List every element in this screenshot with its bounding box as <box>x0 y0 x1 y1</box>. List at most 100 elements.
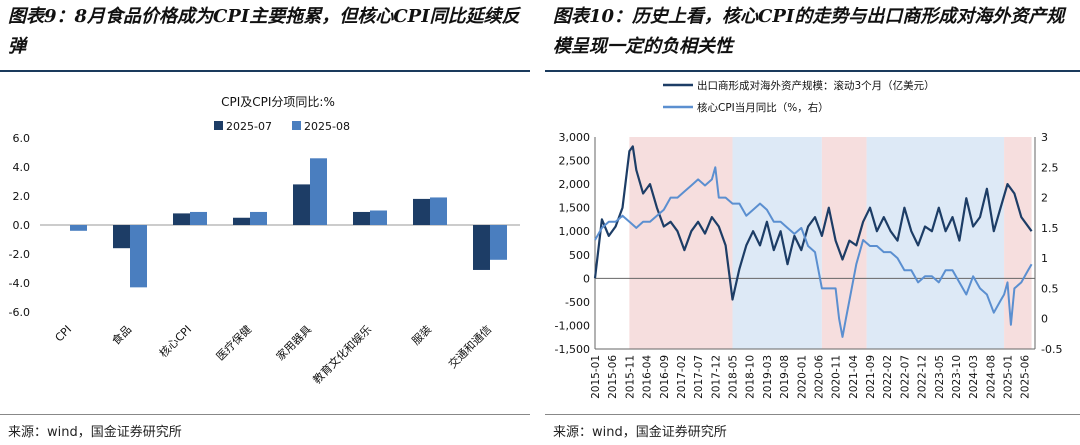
shaded-period <box>1004 137 1032 349</box>
shaded-period <box>866 137 1005 349</box>
line-right-tick-label: -0.5 <box>1041 343 1062 356</box>
bar-category-label: 交通和通信 <box>445 322 494 371</box>
line-x-tick-label: 2019-08 <box>779 355 791 399</box>
bar-category-label: 服装 <box>409 323 434 348</box>
bar-category-label: CPI <box>53 323 75 345</box>
line-x-tick-label: 2021-09 <box>865 355 877 399</box>
left-figure-panel: 图表9：8月食品价格成为CPI主要拖累，但核心CPI同比延续反弹 CPI及CPI… <box>0 0 530 445</box>
line-left-tick-label: 1,000 <box>559 225 591 238</box>
bar-marks <box>70 158 507 288</box>
line-x-tick-label: 2022-12 <box>917 355 929 399</box>
bar <box>473 225 490 270</box>
bar <box>353 211 370 225</box>
line-x-tick-label: 2016-09 <box>659 355 671 399</box>
line-left-tick-label: 3,000 <box>559 131 591 144</box>
line-x-tick-label: 2015-01 <box>590 355 602 399</box>
bar-category-label: 医疗保健 <box>213 322 254 363</box>
line-x-tick-label: 2017-02 <box>676 355 688 399</box>
line-right-tick-label: 2.5 <box>1041 161 1059 174</box>
line-right-tick-label: 0.5 <box>1041 282 1059 295</box>
bar-y-tick-label: 4.0 <box>13 161 31 174</box>
line-x-tick-label: 2021-04 <box>848 355 860 399</box>
line-x-tick-label: 2019-03 <box>762 355 774 399</box>
line-legend-label: 出口商形成对海外资产规模：滚动3个月（亿美元） <box>697 79 935 92</box>
right-bottom-rule <box>545 414 1080 415</box>
line-x-tick-label: 2015-06 <box>607 355 619 399</box>
left-title-rule <box>0 70 530 72</box>
line-right-tick-label: 1.5 <box>1041 222 1059 235</box>
bar-legend-swatch <box>214 121 223 130</box>
bar-y-tick-label: -4.0 <box>9 277 30 290</box>
line-x-tick-label: 2023-05 <box>934 355 946 399</box>
line-x-tick-label: 2018-10 <box>745 355 757 399</box>
right-source-note: 来源：wind，国金证券研究所 <box>553 425 727 440</box>
line-x-tick-label: 2022-02 <box>882 355 894 399</box>
right-figure-title: 图表10：历史上看，核心CPI的走势与出口商形成对海外资产规模呈现一定的负相关性 <box>553 6 1065 57</box>
line-x-tick-label: 2020-11 <box>831 355 843 399</box>
bar <box>430 197 447 225</box>
bar-category-label: 食品 <box>109 322 134 347</box>
bar-legend-label: 2025-07 <box>226 120 272 133</box>
line-x-tick-label: 2015-11 <box>624 355 636 399</box>
line-x-tick-label: 2020-06 <box>813 355 825 399</box>
line-left-tick-label: 2,000 <box>559 178 591 191</box>
line-legend: 出口商形成对海外资产规模：滚动3个月（亿美元） 核心CPI当月同比（%，右） <box>663 79 935 114</box>
line-legend-label: 核心CPI当月同比（%，右） <box>697 101 829 114</box>
bar <box>370 210 387 225</box>
line-x-tick-label: 2016-04 <box>642 355 654 399</box>
line-left-tick-label: -500 <box>565 296 590 309</box>
shaded-period <box>821 137 867 349</box>
line-right-tick-label: 0 <box>1041 313 1048 326</box>
line-series-path <box>593 145 1033 301</box>
left-figure-title: 图表9：8月食品价格成为CPI主要拖累，但核心CPI同比延续反弹 <box>8 6 520 57</box>
line-x-tick-label: 2023-10 <box>951 355 963 399</box>
bar-y-tick-label: 2.0 <box>13 190 31 203</box>
bar-y-tick-label: 0.0 <box>13 219 31 232</box>
line-x-tick-label: 2025-06 <box>1020 355 1032 399</box>
line-right-tick-label: 3 <box>1041 131 1048 144</box>
bar <box>233 217 250 225</box>
line-left-tick-label: 1,500 <box>559 202 591 215</box>
bar <box>490 225 507 260</box>
line-x-tick-label: 2024-03 <box>968 355 980 399</box>
line-left-tick-label: 2,500 <box>559 155 591 168</box>
bar <box>173 213 190 225</box>
line-left-tick-label: -1,000 <box>555 319 590 332</box>
line-left-tick-label: 0 <box>583 272 590 285</box>
bar-category-label: 家用器具 <box>273 322 314 363</box>
line-right-tick-label: 2 <box>1041 192 1048 205</box>
line-x-axis-labels: 2015-01 2015-06 2015-11 2016-04 2016-09 2017-… <box>590 355 1032 399</box>
bar <box>293 184 310 225</box>
bar-category-label: 教育文化和娱乐 <box>310 322 374 386</box>
line-x-tick-label: 2017-12 <box>710 355 722 399</box>
bar-category-label: 核心CPI <box>156 322 194 360</box>
right-figure-panel: 图表10：历史上看，核心CPI的走势与出口商形成对海外资产规模呈现一定的负相关性… <box>545 0 1080 445</box>
bar <box>190 211 207 225</box>
line-chart: 3,000 2,500 2,000 1,500 1,000 500 0 -500 -1,000 -… <box>555 79 1063 399</box>
line-x-tick-label: 2018-05 <box>728 355 740 399</box>
line-x-tick-label: 2025-01 <box>1003 355 1015 399</box>
line-left-tick-label: -1,500 <box>555 343 590 356</box>
bar-legend-swatch <box>292 121 301 130</box>
shaded-periods <box>629 137 1032 349</box>
bar-y-tick-label: -2.0 <box>9 248 30 261</box>
line-series <box>593 145 1033 338</box>
line-series-path <box>594 166 1033 338</box>
bar-legend-label: 2025-08 <box>304 120 350 133</box>
line-left-tick-label: 500 <box>569 249 590 262</box>
bar-y-tick-label: -6.0 <box>9 306 30 319</box>
bar <box>250 211 267 225</box>
bar <box>413 198 430 225</box>
line-axes: 3,000 2,500 2,000 1,500 1,000 500 0 -500 -1,000 -… <box>555 131 1063 356</box>
right-title-rule <box>545 70 1080 72</box>
left-source-note: 来源：wind，国金证券研究所 <box>8 425 182 440</box>
line-x-tick-label: 2017-07 <box>693 355 705 399</box>
left-bottom-rule <box>0 414 530 415</box>
line-x-tick-label: 2024-08 <box>985 355 997 399</box>
bar-y-tick-label: 6.0 <box>13 132 31 145</box>
line-x-tick-label: 2022-07 <box>899 355 911 399</box>
bar <box>310 158 327 225</box>
bar-chart: CPI及CPI分项同比:% 2025-07 2025-08 6.0 4.0 2.0 0.… <box>9 95 520 387</box>
line-right-tick-label: 1 <box>1041 252 1048 265</box>
